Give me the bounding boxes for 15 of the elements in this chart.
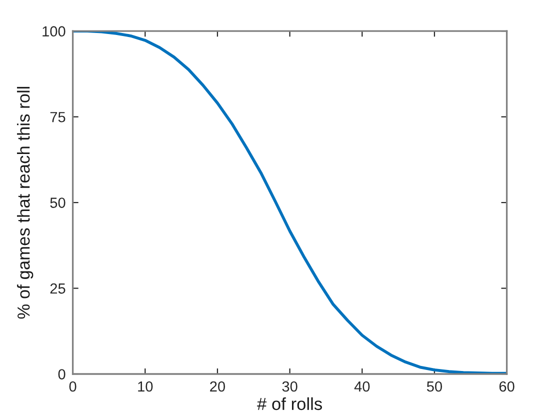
- y-axis-title: % of games that reach this roll: [17, 86, 34, 319]
- y-tick-label: 75: [50, 112, 66, 122]
- x-axis-title: # of rolls: [257, 397, 322, 410]
- x-tick-label: 0: [69, 381, 76, 392]
- y-tick-label: 100: [42, 26, 66, 37]
- x-tick-label: 30: [282, 381, 298, 392]
- x-tick-label: 20: [210, 381, 226, 392]
- y-tick-label: 0: [58, 369, 66, 380]
- x-tick-label: 10: [138, 381, 153, 392]
- y-tick-label: 50: [50, 198, 66, 208]
- y-tick-label: 25: [50, 283, 66, 294]
- x-tick-label: 60: [499, 381, 514, 392]
- line-series: [72, 31, 507, 374]
- x-tick-label: 50: [426, 381, 442, 392]
- x-tick-label: 40: [354, 381, 370, 392]
